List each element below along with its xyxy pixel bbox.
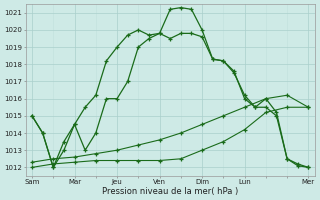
X-axis label: Pression niveau de la mer( hPa ): Pression niveau de la mer( hPa )	[102, 187, 238, 196]
